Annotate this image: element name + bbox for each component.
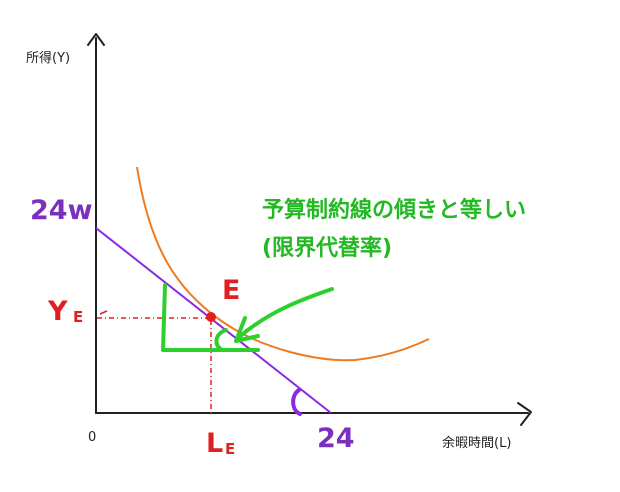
- le-label-subscript: E: [225, 440, 236, 458]
- ye-label-main: Y: [48, 296, 68, 327]
- x-intercept-label: 24: [317, 423, 355, 454]
- slope-triangle: [161, 283, 260, 352]
- equilibrium-label: E: [222, 275, 241, 306]
- y-axis-label: 所得(Y): [26, 51, 71, 66]
- x-axis-arrowhead: [517, 402, 532, 426]
- x-axis-label: 余暇時間(L): [442, 436, 512, 451]
- origin-label: 0: [88, 430, 97, 445]
- le-label-main: L: [206, 428, 224, 459]
- annotation-arrow: [234, 287, 334, 343]
- budget-angle-arc: [291, 388, 302, 416]
- y-intercept-label: 24w: [30, 195, 93, 226]
- annotation-arrow-shaft: [236, 287, 334, 340]
- annotation-arrow-head: [234, 316, 260, 343]
- axes: [87, 33, 532, 426]
- y-axis-arrowhead: [87, 33, 105, 46]
- ye-label-subscript: E: [73, 308, 84, 326]
- indifference-curve: [136, 166, 430, 362]
- note-slope-text: 予算制約線の傾きと等しい: [262, 198, 527, 223]
- note-mrs-text: (限界代替率): [262, 236, 393, 261]
- ye-tick-mark: [99, 310, 108, 315]
- slope-angle-arc: [214, 328, 228, 352]
- equilibrium-point: [206, 312, 216, 322]
